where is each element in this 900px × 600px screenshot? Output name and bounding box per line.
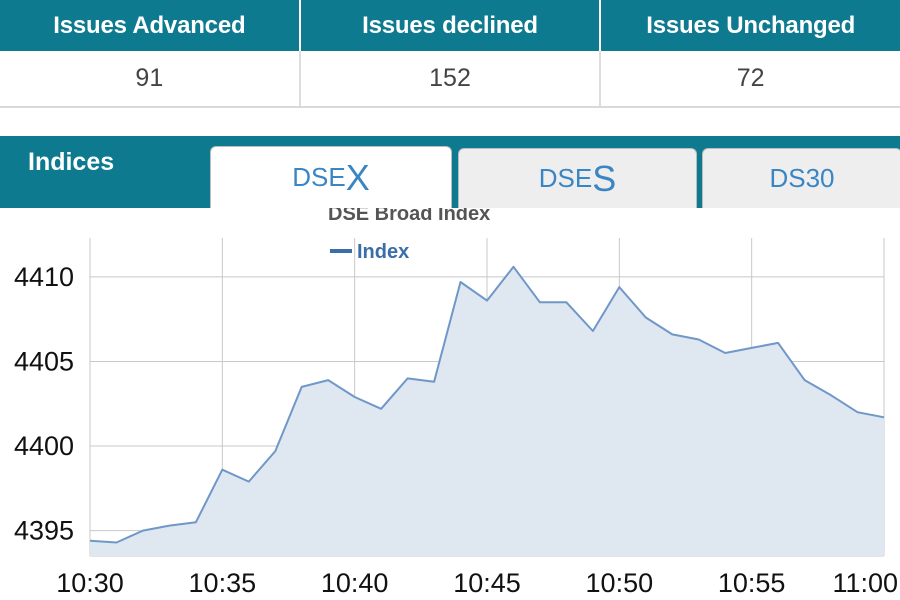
data-point-10:55 [750, 346, 754, 350]
data-point-10:36 [247, 480, 251, 484]
data-point-10:37 [273, 449, 277, 453]
x-tick-label-10:30: 10:30 [56, 568, 124, 598]
data-point-10:47 [538, 300, 542, 304]
data-point-10:45 [485, 299, 489, 303]
y-tick-label-4410: 4410 [14, 262, 74, 292]
data-point-10:59 [856, 410, 860, 414]
data-point-10:30 [88, 539, 92, 543]
y-tick-label-4405: 4405 [14, 346, 74, 376]
y-axis: 4395 4400 4405 4410 [14, 262, 74, 546]
tab-ds30[interactable]: DS30 [702, 148, 900, 208]
data-point-10:33 [167, 524, 171, 528]
legend-swatch [330, 249, 352, 253]
tab-dses-prefix: DSE [538, 163, 593, 193]
tab-dses[interactable]: DSE S [458, 148, 697, 208]
index-area-fill [90, 266, 884, 556]
issues-summary-table: Issues Advanced Issues declined Issues U… [0, 0, 900, 108]
data-point-10:50 [617, 285, 621, 289]
data-point-10:38 [300, 385, 304, 389]
chart-title: DSE Broad Index [328, 208, 490, 225]
x-tick-label-11:00: 11:00 [832, 568, 898, 598]
issues-advanced-header: Issues Advanced [0, 0, 301, 51]
data-point-10:39 [326, 378, 330, 382]
chart-svg: DSE Broad Index Index 4395 4400 4405 4410 1… [14, 208, 898, 598]
issues-header-row: Issues Advanced Issues declined Issues U… [0, 0, 900, 51]
data-point-10:34 [194, 520, 198, 524]
issues-declined-header: Issues declined [301, 0, 602, 51]
chart-legend[interactable]: Index [330, 241, 409, 263]
issues-advanced-value: 91 [0, 51, 301, 106]
data-point-10:49 [591, 329, 595, 333]
x-tick-label-10:35: 10:35 [189, 568, 257, 598]
x-tick-label-10:50: 10:50 [586, 568, 654, 598]
y-tick-label-4400: 4400 [14, 431, 74, 461]
data-point-10:56 [776, 341, 780, 345]
data-point-10:46 [511, 265, 515, 269]
data-point-10:58 [829, 393, 833, 397]
tab-ds30-label: DS30 [769, 163, 835, 193]
issues-value-row: 91 152 72 [0, 51, 900, 108]
x-axis: 10:30 10:35 10:40 10:45 10:50 10:55 11:00 [56, 568, 898, 598]
x-tick-label-10:45: 10:45 [453, 568, 521, 598]
indices-tab-bar: Indices DSE X DSE S DS30 [0, 136, 900, 208]
data-point-10:42 [406, 376, 410, 380]
data-point-10:40 [353, 395, 357, 399]
issues-unchanged-header: Issues Unchanged [646, 11, 856, 39]
tab-dsex-suffix: X [345, 156, 370, 198]
data-point-10:43 [432, 380, 436, 384]
data-point-10:57 [803, 378, 807, 382]
legend-label-index: Index [357, 241, 409, 263]
x-tick-label-10:55: 10:55 [718, 568, 786, 598]
issues-declined-value: 152 [301, 51, 602, 106]
data-point-11:00 [882, 415, 886, 419]
indices-title: Indices [28, 148, 115, 176]
data-point-10:31 [114, 540, 118, 544]
chart-plot [88, 265, 886, 556]
tab-dsex-prefix: DSE [292, 162, 346, 192]
tab-dsex[interactable]: DSE X [210, 146, 452, 208]
tab-dses-suffix: S [592, 157, 617, 199]
data-point-10:51 [644, 316, 648, 320]
index-series-line [89, 265, 885, 544]
x-tick-label-10:40: 10:40 [321, 568, 389, 598]
data-point-10:41 [379, 407, 383, 411]
dse-broad-index-chart: DSE Broad Index Index 4395 4400 4405 4410 1… [0, 208, 900, 600]
data-point-10:32 [141, 529, 145, 533]
data-point-10:44 [459, 280, 463, 284]
data-point-10:52 [670, 332, 674, 336]
data-point-10:48 [564, 300, 568, 304]
issues-unchanged-value: 72 [736, 64, 765, 92]
data-point-10:54 [723, 351, 727, 355]
y-tick-label-4395: 4395 [14, 516, 74, 546]
data-point-10:53 [697, 337, 701, 341]
data-point-10:35 [220, 468, 224, 472]
